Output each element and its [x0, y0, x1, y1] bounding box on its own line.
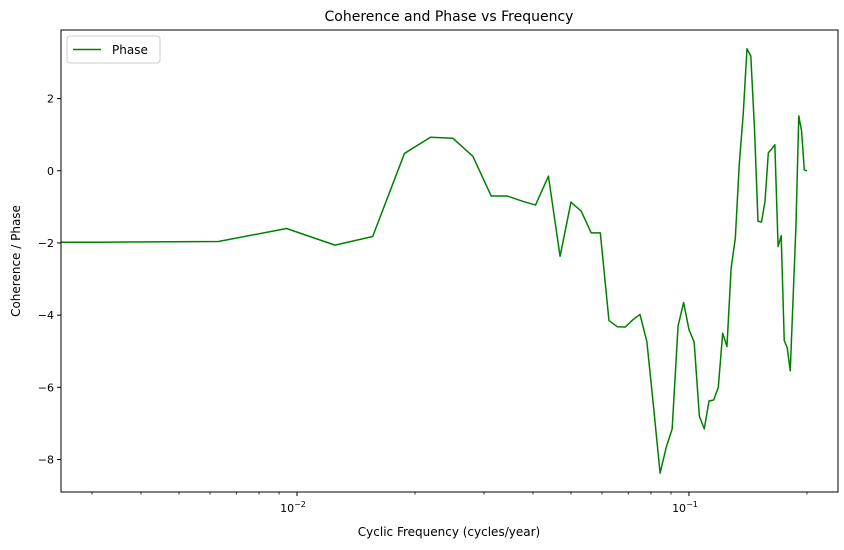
x-tick-label: 10−2 [280, 500, 306, 515]
x-tick-label-base: 10 [672, 502, 686, 515]
x-tick-label-base: 10 [280, 502, 294, 515]
y-tick-label: −4 [38, 309, 54, 322]
plot-area [61, 48, 808, 474]
x-tick-label: 10−1 [672, 500, 698, 515]
y-tick-label: −6 [38, 381, 54, 394]
x-axis-label: Cyclic Frequency (cycles/year) [358, 525, 540, 539]
y-tick-label: −2 [38, 237, 54, 250]
chart-title: Coherence and Phase vs Frequency [325, 9, 574, 25]
x-tick-label-exponent: −1 [686, 500, 698, 509]
legend: Phase [66, 35, 161, 64]
y-axis-label: Coherence / Phase [9, 205, 23, 317]
x-tick-label-exponent: −2 [294, 500, 306, 509]
y-axis-ticks: 2 0 −2 −4 −6 −8 [38, 93, 61, 467]
series-line-0 [61, 48, 808, 474]
y-tick-label: −8 [38, 454, 54, 467]
y-tick-label: 0 [47, 165, 54, 178]
x-axis-ticks: 10−2 10−1 [91, 492, 808, 515]
legend-box [66, 35, 161, 64]
y-tick-label: 2 [47, 93, 54, 106]
legend-phase-label: Phase [112, 43, 148, 57]
plot-frame [60, 29, 839, 493]
